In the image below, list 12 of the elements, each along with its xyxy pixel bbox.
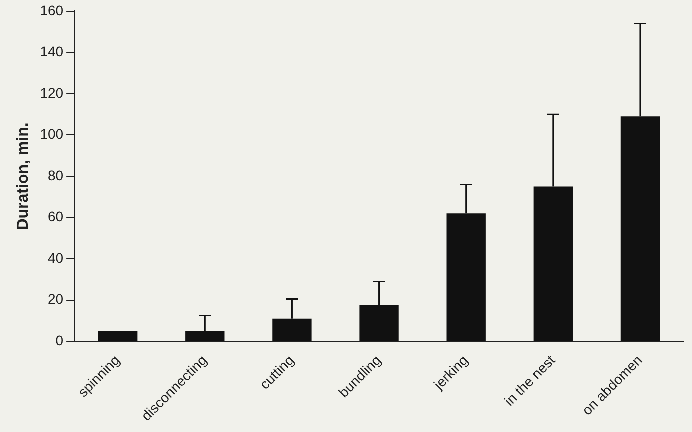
bar xyxy=(98,331,138,342)
y-tick-label: 60 xyxy=(48,208,64,225)
y-tick-label: 0 xyxy=(56,332,64,348)
y-tick-label: 120 xyxy=(40,84,64,101)
y-tick-label: 20 xyxy=(48,291,64,308)
y-tick-label: 140 xyxy=(40,44,64,60)
y-tick-label: 100 xyxy=(40,126,64,142)
y-tick-label: 40 xyxy=(48,250,64,266)
y-tick-label: 80 xyxy=(48,167,64,184)
y-tick-label: 160 xyxy=(40,2,64,18)
x-tick-label: in the nest xyxy=(501,352,558,410)
y-axis-title: Duration, min. xyxy=(15,122,32,230)
